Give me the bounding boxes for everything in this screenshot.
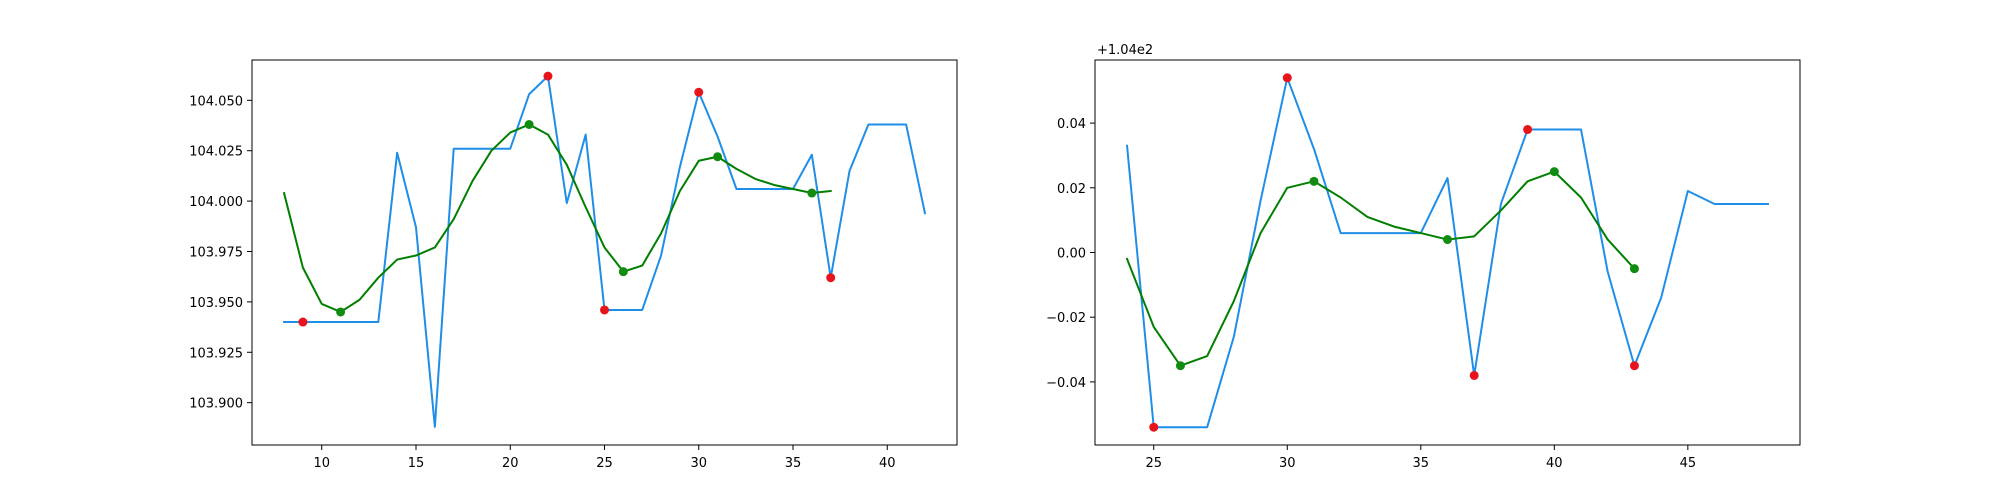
data-point	[1149, 422, 1159, 432]
y-tick-label: −0.04	[1046, 376, 1086, 391]
x-tick-label: 35	[785, 456, 802, 471]
right-plot: +1.04e2 25 30 35 40 45 −0.04 −0.02 0.00 0.02 0.04	[1046, 43, 1801, 471]
series-line-1	[1125, 170, 1636, 367]
data-point	[543, 71, 553, 81]
data-point	[713, 152, 723, 162]
x-tick-label: 10	[313, 456, 330, 471]
data-point	[694, 87, 704, 97]
x-tick-label: 30	[1279, 456, 1296, 471]
y-tick-label: 103.925	[189, 346, 243, 361]
data-point	[618, 267, 628, 277]
y-tick-label: 104.050	[189, 94, 243, 109]
data-point	[1309, 176, 1319, 186]
data-point	[1443, 235, 1452, 245]
y-tick-label: 104.025	[189, 145, 243, 160]
data-point	[807, 188, 817, 198]
x-tick-label: 25	[1145, 456, 1162, 471]
data-point	[524, 120, 534, 129]
x-tick-label: 45	[1680, 456, 1697, 471]
x-tick-label: 40	[1546, 456, 1563, 471]
data-point	[826, 273, 836, 283]
y-tick-label: 0.04	[1057, 117, 1086, 132]
x-tick-label: 35	[1413, 456, 1430, 471]
x-tick-label: 40	[879, 456, 896, 471]
x-tick-label: 25	[596, 456, 613, 471]
y-tick-label: 0.00	[1057, 247, 1086, 262]
x-tick-label: 20	[502, 456, 519, 471]
series-line-1	[282, 123, 832, 313]
data-point	[600, 305, 609, 315]
left-plot: 10 15 20 25 30 35 40 103.900 103.925 103.950 103.9…	[189, 59, 958, 471]
data-point	[298, 317, 308, 327]
data-point	[1282, 73, 1292, 83]
y-tick-label: 103.975	[189, 245, 243, 260]
data-point	[1469, 370, 1479, 380]
data-point	[1175, 361, 1185, 371]
y-tick-label: 103.900	[189, 397, 243, 412]
data-point	[1629, 264, 1639, 274]
x-tick-label: 30	[690, 456, 707, 471]
series-line-0	[1125, 76, 1769, 429]
data-point	[1523, 125, 1533, 135]
y-tick-label: −0.02	[1046, 311, 1086, 326]
y-offset-label: +1.04e2	[1097, 43, 1153, 58]
y-tick-label: 0.02	[1057, 182, 1086, 197]
y-tick-label: 103.950	[189, 296, 243, 311]
data-point	[336, 307, 346, 317]
data-point	[1549, 167, 1559, 177]
y-tick-label: 104.000	[189, 195, 243, 210]
data-point	[1629, 361, 1639, 371]
x-tick-label: 15	[408, 456, 425, 471]
